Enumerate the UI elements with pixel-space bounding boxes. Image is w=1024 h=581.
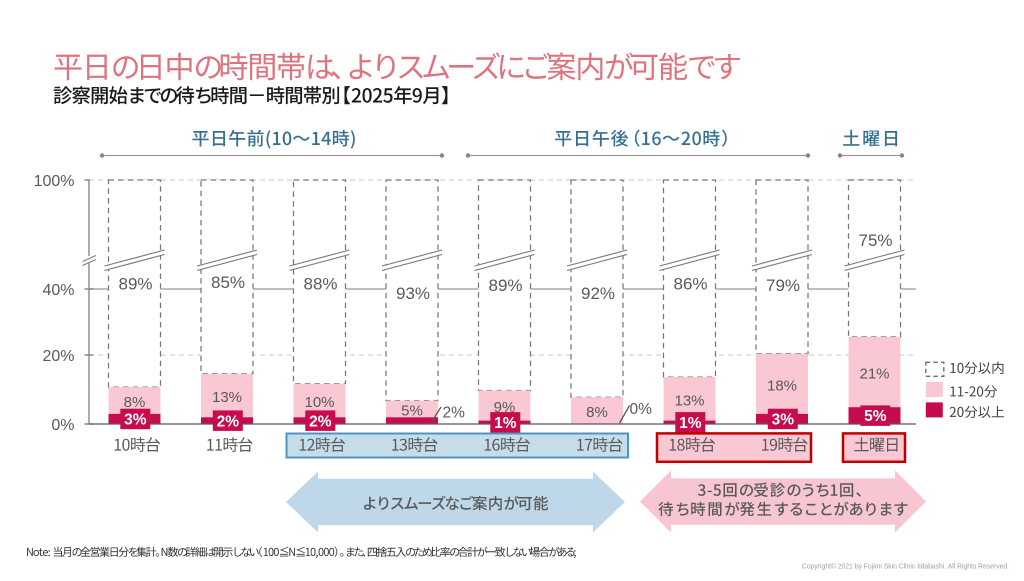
svg-text:79%: 79% [766,276,800,295]
svg-text:8%: 8% [586,404,608,421]
svg-text:10%: 10% [304,394,334,411]
svg-text:85%: 85% [211,273,245,292]
svg-text:0%: 0% [51,417,74,434]
svg-text:18%: 18% [767,377,797,394]
svg-text:100%: 100% [34,173,75,190]
svg-text:0%: 0% [630,401,653,418]
svg-text:2%: 2% [309,413,332,430]
svg-text:21%: 21% [859,366,889,383]
svg-text:9%: 9% [494,399,516,416]
svg-text:86%: 86% [673,275,707,294]
svg-text:Copyright© 2021 by Fujimi Skin: Copyright© 2021 by Fujimi Skin Clinic Ii… [802,563,1009,571]
svg-text:1%: 1% [679,415,702,432]
svg-text:75%: 75% [858,231,892,250]
svg-text:20%: 20% [42,348,74,365]
svg-text:5%: 5% [864,408,887,425]
svg-text:13%: 13% [674,392,704,409]
svg-text:8%: 8% [124,394,146,411]
svg-text:93%: 93% [396,284,430,303]
svg-text:2%: 2% [217,413,240,430]
svg-text:1%: 1% [494,415,517,432]
svg-text:89%: 89% [118,275,152,294]
svg-text:40%: 40% [42,282,74,299]
svg-text:88%: 88% [303,275,337,294]
svg-text:2%: 2% [443,405,466,422]
svg-text:92%: 92% [581,284,615,303]
svg-text:13%: 13% [212,389,242,406]
svg-text:5%: 5% [401,402,423,419]
svg-text:3%: 3% [124,412,147,429]
svg-text:89%: 89% [488,276,522,295]
svg-text:3%: 3% [772,412,795,429]
